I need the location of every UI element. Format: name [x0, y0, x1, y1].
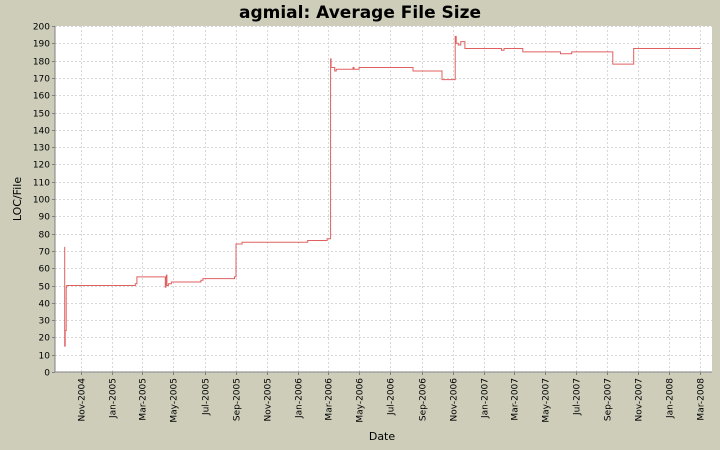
- x-tick-labels: Nov-2004 Jan-2005 Mar-2005 May-2005 Jul-2005…: [78, 378, 707, 423]
- x-tick-label: Mar-2006: [325, 378, 335, 421]
- x-tick-label: Jan-2007: [481, 378, 491, 419]
- x-tick-label: Sep-2005: [233, 378, 243, 421]
- y-tick-label: 60: [39, 265, 51, 275]
- x-tick-label: Mar-2007: [511, 378, 521, 421]
- x-tick-label: Sep-2007: [604, 378, 614, 421]
- x-tick-label: Nov-2006: [450, 378, 460, 422]
- series-line: [64, 35, 701, 347]
- y-tick-labels: 0 10 20 30 40 50 60 70 80 90 100 110 120 130 140 150 160…: [33, 23, 50, 379]
- x-tick-label: Jan-2008: [666, 378, 676, 419]
- y-tick-label: 120: [33, 161, 50, 171]
- x-tick-label: May-2006: [356, 378, 366, 423]
- y-tick-label: 40: [39, 300, 51, 310]
- x-axis-label: Date: [369, 430, 396, 443]
- y-tick-label: 30: [39, 317, 51, 327]
- y-tick-label: 100: [33, 196, 50, 206]
- grid-lines: [55, 26, 712, 373]
- y-tick-label: 80: [39, 231, 51, 241]
- y-tick-label: 20: [39, 334, 51, 344]
- y-tick-label: 70: [39, 248, 51, 258]
- axes: [52, 26, 712, 375]
- x-tick-label: Jul-2007: [573, 378, 583, 416]
- y-tick-label: 200: [33, 23, 50, 33]
- series-layer: [64, 35, 701, 347]
- y-tick-label: 110: [33, 179, 50, 189]
- y-axis-label: LOC/File: [11, 177, 24, 221]
- y-tick-label: 90: [39, 213, 51, 223]
- x-tick-label: Nov-2004: [78, 378, 88, 422]
- x-tick-label: Nov-2005: [264, 378, 274, 421]
- x-tick-label: Jul-2006: [387, 378, 397, 416]
- y-tick-label: 140: [33, 127, 50, 137]
- x-tick-label: Jan-2006: [295, 378, 305, 419]
- y-tick-label: 50: [39, 283, 51, 293]
- y-tick-label: 170: [33, 75, 50, 85]
- y-tick-label: 180: [33, 58, 50, 68]
- chart-title: agmial: Average File Size: [239, 3, 481, 23]
- x-tick-label: Mar-2005: [139, 378, 149, 421]
- x-tick-label: Jan-2005: [109, 378, 119, 419]
- y-tick-label: 130: [33, 144, 50, 154]
- y-tick-label: 160: [33, 92, 50, 102]
- y-tick-label: 150: [33, 110, 50, 120]
- y-tick-label: 190: [33, 40, 50, 50]
- x-tick-label: May-2005: [170, 378, 180, 423]
- y-tick-label: 10: [39, 352, 51, 362]
- x-tick-label: Sep-2006: [419, 378, 429, 421]
- x-tick-label: Jul-2005: [202, 378, 212, 416]
- y-tick-label: 0: [44, 369, 50, 379]
- x-tick-label: Mar-2008: [697, 378, 707, 421]
- x-tick-label: Nov-2007: [635, 378, 645, 421]
- x-tick-label: May-2007: [542, 378, 552, 423]
